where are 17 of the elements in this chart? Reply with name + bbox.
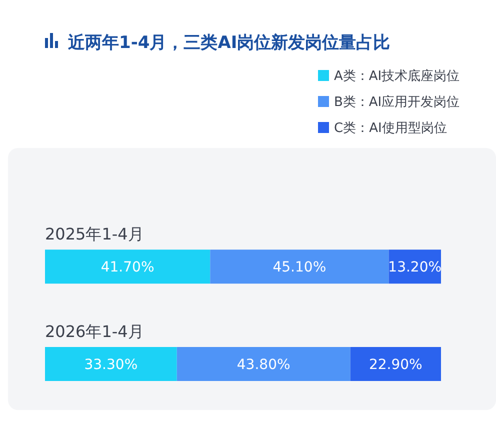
- data-label: 33.30%: [84, 357, 138, 373]
- bar: [176, 347, 350, 381]
- bar: [45, 347, 177, 381]
- y-tick-label: 2026年1-4月: [45, 322, 144, 341]
- chart-title: 近两年1-4月，三类AI岗位新发岗位量占比: [67, 33, 390, 53]
- legend-label: A类：AI技术底座岗位: [334, 68, 460, 84]
- bar: [350, 347, 441, 381]
- data-label: 22.90%: [368, 357, 422, 373]
- data-label: 43.80%: [236, 357, 290, 373]
- data-label: 41.70%: [100, 260, 154, 276]
- bar: [210, 250, 389, 284]
- data-label: 13.20%: [388, 260, 442, 276]
- legend-label: B类：AI应用开发岗位: [334, 94, 460, 110]
- bar: [45, 250, 210, 284]
- data-label: 45.10%: [272, 260, 326, 276]
- y-tick-label: 2025年1-4月: [45, 224, 144, 244]
- legend-label: C类：AI使用型岗位: [334, 121, 447, 136]
